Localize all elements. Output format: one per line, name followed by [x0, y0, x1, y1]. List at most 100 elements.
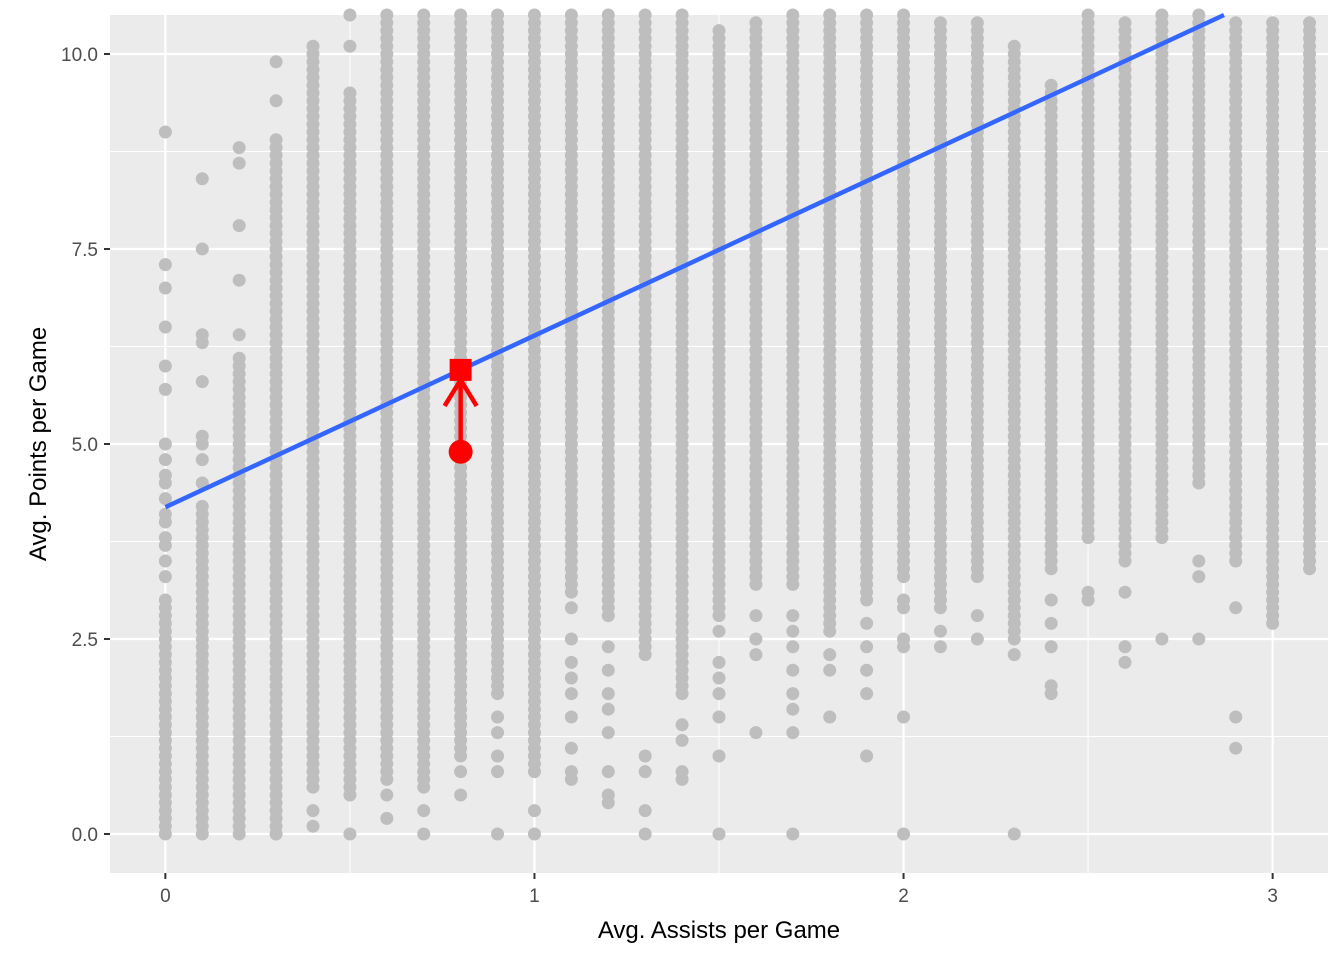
data-point	[565, 687, 578, 700]
data-point	[1192, 555, 1205, 568]
data-point	[860, 640, 873, 653]
data-point	[860, 687, 873, 700]
data-point	[1192, 9, 1205, 22]
data-point	[1119, 640, 1132, 653]
data-point	[602, 640, 615, 653]
data-point	[823, 711, 836, 724]
data-point	[639, 804, 652, 817]
data-point	[1192, 633, 1205, 646]
data-point	[1266, 16, 1279, 29]
data-point	[159, 383, 172, 396]
data-point	[565, 742, 578, 755]
data-point	[860, 9, 873, 22]
data-point	[897, 633, 910, 646]
data-point	[676, 765, 689, 778]
data-point	[380, 812, 393, 825]
y-tick-label: 0.0	[72, 825, 98, 846]
data-point	[749, 633, 762, 646]
data-point	[196, 172, 209, 185]
data-point	[1119, 656, 1132, 669]
data-point	[897, 594, 910, 607]
data-point	[602, 664, 615, 677]
data-point	[1008, 828, 1021, 841]
data-point	[491, 711, 504, 724]
data-point	[1045, 79, 1058, 92]
data-point	[380, 789, 393, 802]
data-point	[713, 625, 726, 638]
data-point	[159, 469, 172, 482]
data-point	[307, 820, 320, 833]
data-point	[1082, 9, 1095, 22]
data-point	[897, 328, 910, 341]
data-point	[1229, 16, 1242, 29]
data-point	[1045, 594, 1058, 607]
data-point	[823, 648, 836, 661]
data-point	[233, 352, 246, 365]
data-point	[1303, 16, 1316, 29]
data-point	[380, 9, 393, 22]
data-point	[713, 656, 726, 669]
x-axis-title: Avg. Assists per Game	[598, 917, 840, 944]
data-point	[196, 500, 209, 513]
data-point	[343, 828, 356, 841]
data-point	[823, 9, 836, 22]
data-point	[343, 9, 356, 22]
data-point	[713, 750, 726, 763]
y-tick-label: 7.5	[72, 240, 98, 261]
data-point	[971, 609, 984, 622]
data-point	[270, 133, 283, 146]
data-point	[897, 360, 910, 373]
data-point	[159, 126, 172, 139]
x-axis-ticks: 0 1 2 3	[160, 873, 1278, 907]
data-point	[233, 141, 246, 154]
data-point	[491, 750, 504, 763]
data-point	[1119, 16, 1132, 29]
data-point	[1045, 640, 1058, 653]
data-point	[860, 750, 873, 763]
data-point	[786, 687, 799, 700]
data-point	[1229, 711, 1242, 724]
data-point	[454, 9, 467, 22]
data-point	[307, 40, 320, 53]
data-point	[417, 828, 430, 841]
data-point	[233, 274, 246, 287]
data-point	[786, 640, 799, 653]
data-point	[713, 672, 726, 685]
data-point	[1008, 648, 1021, 661]
data-point	[343, 40, 356, 53]
data-point	[897, 344, 910, 357]
x-tick-label: 2	[898, 886, 909, 907]
data-point	[934, 625, 947, 638]
data-point	[602, 726, 615, 739]
data-point	[639, 750, 652, 763]
data-point	[971, 16, 984, 29]
data-point	[1229, 742, 1242, 755]
data-point	[786, 703, 799, 716]
data-point	[602, 9, 615, 22]
data-point	[713, 828, 726, 841]
data-point	[565, 633, 578, 646]
data-point	[602, 789, 615, 802]
data-point	[897, 399, 910, 412]
data-point	[786, 726, 799, 739]
data-point	[159, 594, 172, 607]
predicted-point	[450, 359, 472, 381]
data-point	[565, 711, 578, 724]
data-point	[159, 531, 172, 544]
data-point	[491, 828, 504, 841]
data-point	[159, 438, 172, 451]
data-point	[196, 430, 209, 443]
data-point	[713, 687, 726, 700]
data-point	[1045, 679, 1058, 692]
data-point	[602, 687, 615, 700]
x-tick-label: 0	[160, 886, 171, 907]
data-point	[196, 453, 209, 466]
data-point	[307, 804, 320, 817]
data-point	[1155, 9, 1168, 22]
data-point	[417, 804, 430, 817]
data-point	[233, 219, 246, 232]
data-point	[1229, 601, 1242, 614]
y-axis-title: Avg. Points per Game	[25, 327, 52, 561]
data-point	[749, 609, 762, 622]
